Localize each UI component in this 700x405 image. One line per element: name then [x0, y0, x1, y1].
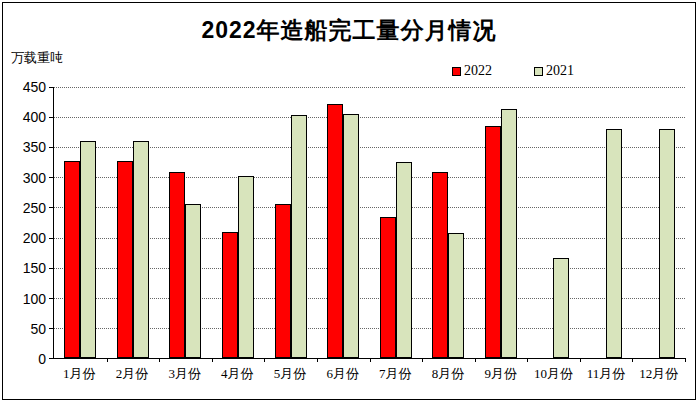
y-tick-label: 50 — [3, 321, 46, 337]
x-axis-label: 4月份 — [211, 365, 264, 383]
x-axis-tick — [370, 358, 371, 362]
bar-2021-11月份 — [606, 129, 622, 358]
bar-2021-8月份 — [448, 233, 464, 358]
bar-2022-3月份 — [169, 172, 185, 358]
x-axis-label: 12月份 — [632, 365, 685, 383]
y-tick-label: 350 — [3, 139, 46, 155]
legend-label: 2021 — [546, 63, 574, 79]
y-axis-labels: 050100150200250300350400450 — [3, 87, 46, 359]
x-axis-label: 6月份 — [316, 365, 369, 383]
bar-group-6月份 — [317, 87, 370, 358]
bar-group-12月份 — [632, 87, 685, 358]
y-tick-label: 100 — [3, 291, 46, 307]
x-axis-tick — [580, 358, 581, 362]
bar-2021-2月份 — [133, 141, 149, 358]
x-axis-label: 10月份 — [527, 365, 580, 383]
bar-group-5月份 — [264, 87, 317, 358]
legend-item-2021: 2021 — [534, 63, 574, 79]
bar-2022-8月份 — [432, 172, 448, 358]
x-axis-tick — [475, 358, 476, 362]
bar-2022-9月份 — [485, 126, 501, 358]
x-axis-tick — [685, 358, 686, 362]
bar-group-8月份 — [422, 87, 475, 358]
x-axis-tick — [317, 358, 318, 362]
x-axis-label: 7月份 — [369, 365, 422, 383]
chart-frame: 2022年造船完工量分月情况 万载重吨 2022 2021 0 50 100 150 20… — [2, 2, 696, 400]
legend-swatch-2021 — [534, 67, 543, 76]
legend-label: 2022 — [464, 63, 492, 79]
x-axis-tick — [264, 358, 265, 362]
bar-2022-5月份 — [275, 204, 291, 358]
x-axis-label: 9月份 — [474, 365, 527, 383]
bar-group-9月份 — [475, 87, 528, 358]
plot-area — [53, 87, 685, 359]
bar-group-4月份 — [212, 87, 265, 358]
chart-title: 2022年造船完工量分月情况 — [3, 15, 695, 46]
bar-2022-6月份 — [327, 104, 343, 358]
bar-2022-4月份 — [222, 232, 238, 358]
bar-2021-12月份 — [659, 129, 675, 358]
bar-2021-5月份 — [291, 115, 307, 358]
x-axis-tick — [107, 358, 108, 362]
bar-group-1月份 — [54, 87, 107, 358]
bar-2022-1月份 — [64, 161, 80, 358]
x-axis-tick — [212, 358, 213, 362]
bar-2021-6月份 — [343, 114, 359, 358]
bar-group-11月份 — [580, 87, 633, 358]
y-tick-label: 150 — [3, 260, 46, 276]
bar-2021-3月份 — [185, 204, 201, 358]
y-tick-label: 250 — [3, 200, 46, 216]
y-axis-unit-label: 万载重吨 — [11, 49, 63, 67]
y-tick-label: 400 — [3, 109, 46, 125]
y-tick-label: 200 — [3, 230, 46, 246]
x-axis-label: 3月份 — [158, 365, 211, 383]
bar-group-10月份 — [527, 87, 580, 358]
legend: 2022 2021 — [452, 63, 574, 79]
bar-2021-7月份 — [396, 162, 412, 358]
bar-2021-9月份 — [501, 109, 517, 358]
bar-group-7月份 — [369, 87, 422, 358]
bar-groups — [54, 87, 685, 358]
y-axis-tick — [49, 358, 54, 359]
x-axis-label: 1月份 — [53, 365, 106, 383]
x-axis-labels: 1月份2月份3月份4月份5月份6月份7月份8月份9月份10月份11月份12月份 — [53, 365, 685, 383]
bar-2021-4月份 — [238, 176, 254, 358]
y-tick-label: 300 — [3, 170, 46, 186]
legend-swatch-2022 — [452, 67, 461, 76]
x-axis-tick — [527, 358, 528, 362]
x-axis-label: 11月份 — [580, 365, 633, 383]
bar-group-2月份 — [107, 87, 160, 358]
x-axis-label: 5月份 — [264, 365, 317, 383]
x-axis-tick — [159, 358, 160, 362]
x-axis-label: 8月份 — [422, 365, 475, 383]
bar-2021-1月份 — [80, 141, 96, 358]
legend-item-2022: 2022 — [452, 63, 492, 79]
y-tick-label: 0 — [3, 351, 46, 367]
bar-group-3月份 — [159, 87, 212, 358]
y-tick-label: 450 — [3, 79, 46, 95]
x-axis-label: 2月份 — [106, 365, 159, 383]
bar-2022-2月份 — [117, 161, 133, 358]
x-axis-tick — [422, 358, 423, 362]
bar-2022-7月份 — [380, 217, 396, 358]
bar-2021-10月份 — [553, 258, 569, 358]
x-axis-tick — [632, 358, 633, 362]
